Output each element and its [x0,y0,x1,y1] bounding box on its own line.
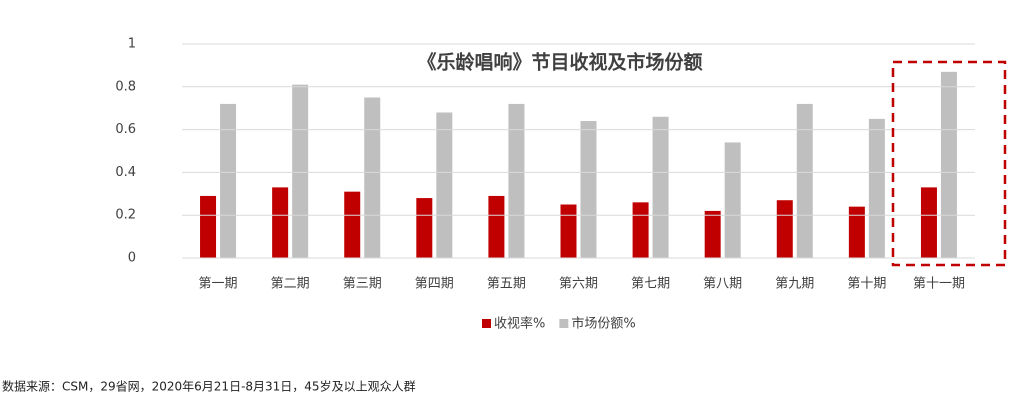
bar [580,121,597,258]
chart-title: 《乐龄唱响》节目收视及市场份额 [417,51,702,74]
bar [560,204,577,258]
x-tick-label: 第三期 [343,277,382,292]
bar [292,84,309,258]
bar [344,191,361,258]
bar [364,97,381,258]
x-tick-label: 第二期 [271,277,310,292]
y-tick-label: 0 [128,251,136,266]
bar [724,142,741,258]
bar [488,195,505,258]
bar [776,200,793,258]
bar [848,206,865,258]
legend-label: 市场份额% [571,316,635,332]
y-tick-label: 0.6 [115,122,136,137]
highlight-box [891,60,1007,267]
y-tick-label: 0.8 [115,79,136,94]
bar [940,71,957,258]
legend-swatch [482,319,491,328]
bar [220,103,237,258]
bar [272,187,289,258]
x-tick-label: 第十一期 [913,277,965,292]
x-tick-label: 第九期 [775,277,814,292]
y-tick-label: 0.4 [115,165,136,180]
bar [652,116,669,258]
bar [632,202,649,258]
y-tick-label: 1 [128,37,136,52]
x-tick-label: 第六期 [559,277,598,292]
bar [868,118,885,259]
y-tick-label: 0.2 [115,208,136,223]
bar [704,210,721,258]
legend-label: 收视率% [494,316,545,332]
x-tick-label: 第七期 [631,277,670,292]
bar [796,103,813,258]
bar [416,198,433,258]
bar [920,187,937,258]
x-tick-label: 第十期 [847,277,886,292]
legend-swatch [559,319,569,328]
x-tick-label: 第一期 [199,277,238,292]
bar [508,103,525,258]
source-note: 数据来源：CSM，29省网，2020年6月21日-8月31日，45岁及以上观众人… [2,379,416,394]
x-tick-label: 第八期 [703,277,742,292]
bar [436,112,453,258]
x-tick-label: 第五期 [487,277,526,292]
x-tick-label: 第四期 [415,277,454,292]
bar [200,195,217,258]
